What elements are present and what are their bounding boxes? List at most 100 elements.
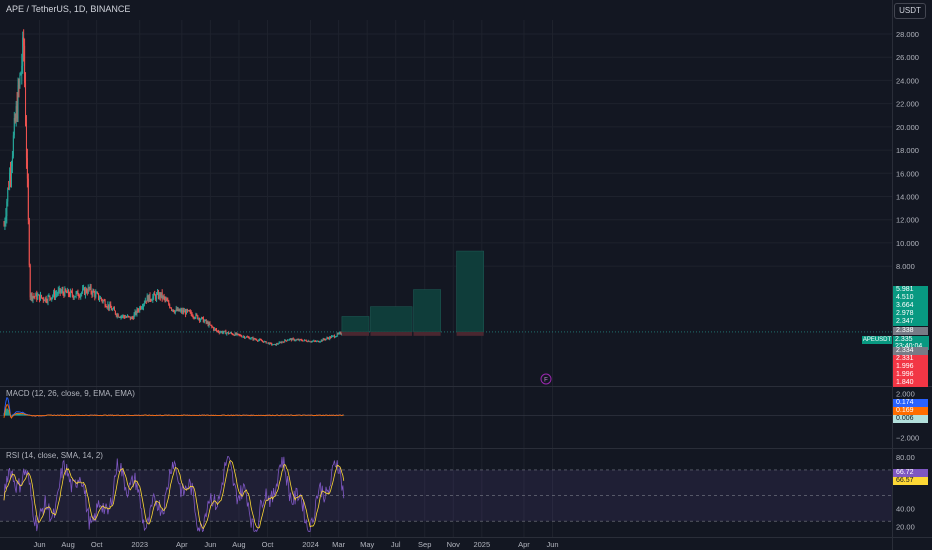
stop-zone [341, 331, 370, 336]
macd-title[interactable]: MACD (12, 26, close, 9, EMA, EMA) [6, 389, 135, 398]
signal-line [3, 404, 344, 419]
target-zone [456, 250, 484, 333]
candle-body [287, 340, 289, 342]
candle-body [311, 341, 313, 342]
time-tick-label: Sep [418, 540, 431, 549]
price-tick-label: 24.000 [896, 76, 919, 85]
candle-body [203, 320, 205, 323]
candle-body [167, 300, 169, 302]
candle-body [61, 290, 63, 292]
stop-zone [456, 331, 484, 336]
candle-body [150, 299, 152, 301]
candle-body [121, 316, 123, 317]
candle-body [107, 304, 109, 308]
candle-body [32, 296, 34, 300]
candle-body [261, 340, 263, 342]
candle-body [213, 327, 215, 330]
candle-body [209, 323, 211, 325]
candle-body [50, 297, 52, 300]
currency-selector-button[interactable]: USDT [894, 3, 926, 19]
candle-body [306, 341, 308, 343]
candle-body [251, 337, 253, 339]
candle-body [292, 338, 294, 340]
candle-body [173, 311, 175, 313]
candle-body [138, 310, 140, 312]
candle-body [85, 289, 87, 293]
candle-body [48, 295, 50, 297]
macd-hist-bar [5, 409, 7, 416]
candle-body [6, 201, 8, 217]
candle-body [279, 342, 281, 343]
candle-body [21, 65, 23, 74]
candle-body [309, 341, 311, 343]
candle-body [250, 337, 252, 339]
time-tick-label: 2024 [302, 540, 319, 549]
candle-body [243, 336, 245, 338]
candle-body [217, 330, 219, 333]
candle-body [317, 340, 319, 342]
price-badge: 2.347 [893, 318, 928, 326]
candle-body [72, 295, 74, 299]
candle-body [5, 216, 7, 222]
candle-body [86, 292, 88, 294]
candle-body [134, 311, 136, 315]
candle-body [303, 339, 305, 341]
candle-body [169, 304, 171, 308]
candle-body [317, 340, 319, 343]
rsi-badge: 66.72 [893, 469, 928, 477]
candle-body [142, 304, 144, 308]
price-badge: 3.664 [893, 302, 928, 310]
candle-body [282, 341, 284, 343]
candle-body [315, 341, 317, 342]
candle-body [120, 316, 122, 318]
last-price-badge: APEUSDT 2.335 23:40:04 [862, 336, 929, 350]
candle-body [288, 339, 290, 341]
candle-body [225, 330, 227, 335]
candle-body [83, 287, 85, 295]
candle-body [223, 330, 225, 333]
candle-body [66, 291, 68, 294]
candle-body [319, 341, 321, 343]
candle-body [33, 296, 35, 298]
candle-body [20, 73, 22, 75]
candle-body [109, 304, 111, 309]
price-badge: 5.981 [893, 286, 928, 294]
candle-body [67, 289, 69, 294]
candle-body [224, 330, 226, 332]
price-tick-label: 18.000 [896, 146, 919, 155]
candle-body [158, 293, 160, 299]
candle-body [291, 338, 293, 341]
candle-body [80, 293, 82, 297]
last-price-number: 2.335 [895, 336, 913, 343]
candle-body [201, 317, 203, 319]
candle-body [174, 310, 176, 313]
candle-body [124, 316, 126, 318]
rsi-title[interactable]: RSI (14, close, SMA, 14, 2) [6, 451, 103, 460]
candle-body [168, 301, 170, 305]
candle-body [303, 340, 305, 342]
candle-body [146, 295, 148, 302]
candle-body [265, 341, 267, 344]
candle-body [34, 296, 36, 298]
candle-body [318, 341, 320, 343]
candle-body [187, 310, 189, 312]
candle-body [210, 324, 212, 326]
macd-hist-bar [25, 414, 27, 416]
candle-body [257, 340, 259, 342]
candle-body [102, 300, 104, 302]
price-tick-label: 8.000 [896, 262, 915, 271]
time-tick-label: Nov [447, 540, 461, 549]
candle-body [244, 336, 246, 339]
candle-body [175, 308, 177, 311]
symbol-title[interactable]: APE / TetherUS, 1D, BINANCE [6, 4, 131, 14]
candle-body [88, 287, 90, 289]
candle-body [205, 319, 207, 323]
candle-body [177, 308, 179, 311]
time-tick-label: Aug [61, 540, 74, 549]
price-badge: 2.978 [893, 310, 928, 318]
candle-body [245, 336, 247, 338]
candle-body [229, 333, 231, 335]
candle-body [99, 297, 101, 299]
macd-hist-bar [24, 414, 26, 416]
